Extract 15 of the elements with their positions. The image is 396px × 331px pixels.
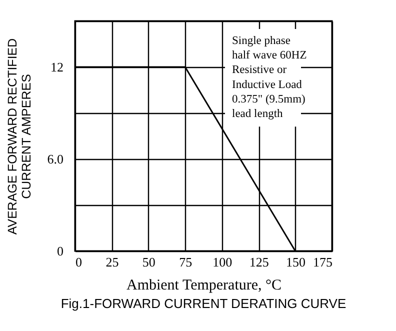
- x-tick-label: 150: [286, 254, 306, 270]
- text: Fig.1-FORWARD CURRENT DERATING CURVE: [60, 296, 346, 311]
- x-tick-label: 75: [179, 254, 192, 270]
- x-tick-label: 25: [106, 254, 119, 270]
- y-tick-label: 12: [50, 60, 64, 74]
- x-tick-label: 0: [76, 254, 82, 270]
- y-tick-label: 0: [57, 244, 64, 258]
- x-tick-label: 175: [313, 254, 332, 270]
- y-axis-title: AVERAGE FORWARD RECTIFIED CURRENT AMPERES: [5, 38, 34, 235]
- x-tick-label: 125: [249, 254, 269, 270]
- annotation: Single phase half wave 60HZ Resistive or Inductive Load 0.375" (9.5mm) lead length: [232, 35, 307, 120]
- x-tick-label: 100: [212, 254, 232, 270]
- x-tick-label: 50: [142, 254, 156, 270]
- y-tick-label: 6.0: [47, 152, 64, 166]
- x-axis-title: Ambient Temperature, °C: [126, 278, 282, 294]
